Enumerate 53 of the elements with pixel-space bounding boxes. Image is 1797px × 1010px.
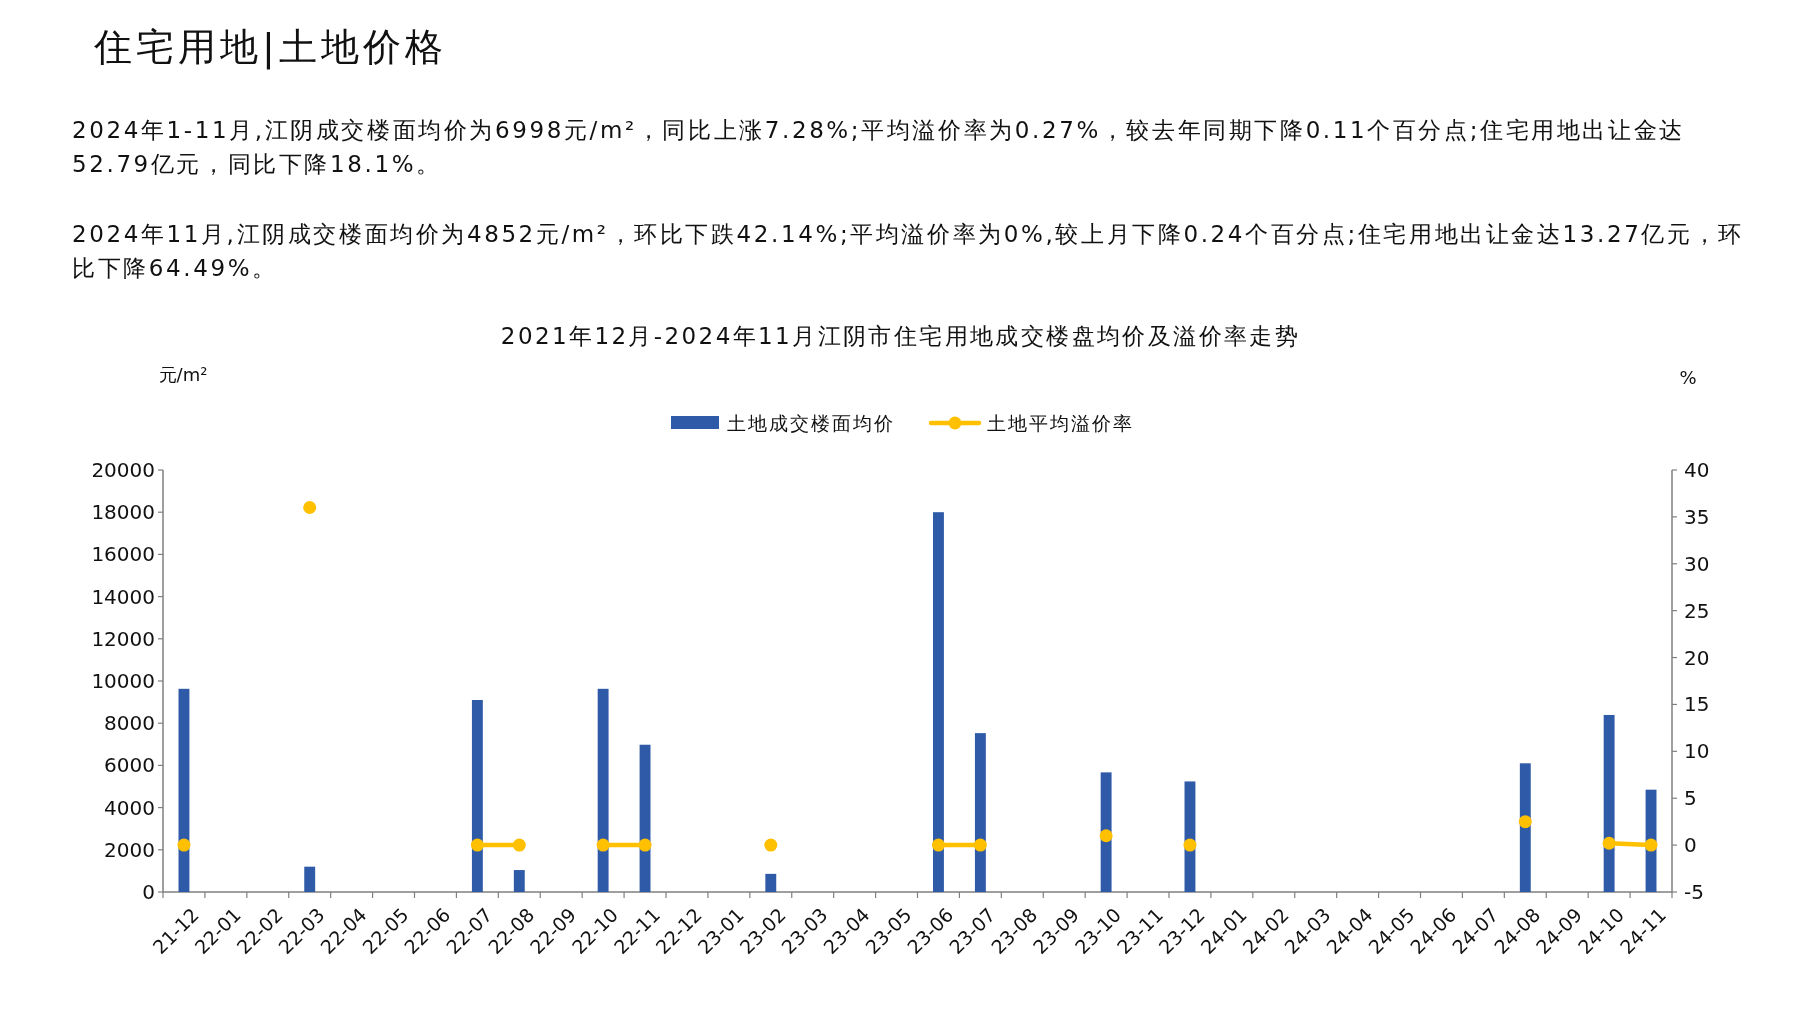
legend-label: 土地平均溢价率 — [987, 412, 1134, 434]
point — [596, 838, 610, 852]
bar — [1519, 763, 1531, 892]
text: 2024年11月,江阴成交楼面均价为4852元/m²，环比下跌42.14%;平均溢价率为0%,较上月下降0.24个百分点;住宅用地出让金达13.27亿元，环比下降64.49%。 — [72, 220, 1745, 283]
point — [931, 838, 945, 852]
text: 2024年1-11月,江阴成交楼面均价为6998元/m²，同比上涨7.28%;平均溢价率为0.27%，较去年同期下降0.11个百分点;住宅用地出让金达52.79亿元，同比下降18.1%。 — [72, 116, 1686, 179]
y-tick-label: 16000 — [91, 542, 155, 567]
y2-tick-label: 35 — [1684, 504, 1710, 529]
bar — [597, 688, 609, 892]
point — [1518, 815, 1532, 829]
point — [764, 838, 778, 852]
y-tick-label: 10000 — [91, 669, 155, 693]
bar — [513, 870, 525, 892]
y2-tick-label: 20 — [1684, 645, 1710, 670]
bar — [974, 733, 986, 892]
y2-tick-label: -5 — [1684, 880, 1704, 904]
y-tick-label: 0 — [142, 880, 155, 904]
y2-tick-label: 5 — [1684, 786, 1697, 811]
point — [638, 838, 652, 852]
point — [1183, 838, 1197, 852]
y-axis-title: 元/m² — [158, 364, 208, 385]
point — [512, 838, 526, 852]
y-tick-label: 6000 — [104, 753, 155, 778]
y-tick-label: 14000 — [91, 584, 155, 609]
y2-tick-label: 15 — [1684, 692, 1710, 717]
point — [470, 838, 484, 852]
y2-tick-label: 25 — [1684, 598, 1710, 623]
bar — [765, 873, 777, 892]
bar — [1603, 714, 1615, 892]
point — [303, 501, 317, 515]
text: 住宅用地|土地价格 — [94, 24, 447, 72]
bar — [933, 512, 944, 892]
y-tick-label: 12000 — [91, 626, 155, 651]
point — [1644, 838, 1658, 852]
point — [973, 838, 987, 852]
y-tick-label: 4000 — [104, 795, 155, 820]
y-tick-label: 2000 — [104, 837, 155, 862]
y2-axis-title: % — [1679, 367, 1697, 388]
y2-tick-label: 40 — [1684, 458, 1710, 482]
bar — [304, 866, 316, 892]
bar — [1100, 772, 1112, 892]
y2-tick-label: 0 — [1684, 833, 1697, 858]
chart-title: 2021年12月-2024年11月江阴市住宅用地成交楼盘均价及溢价率走势 — [500, 323, 1301, 349]
point — [1099, 829, 1113, 843]
y-tick-label: 18000 — [91, 500, 155, 525]
point — [177, 838, 191, 852]
bar — [471, 699, 483, 892]
y-tick-label: 8000 — [104, 711, 155, 736]
legend-label: 土地成交楼面均价 — [727, 412, 895, 434]
y-tick-label: 20000 — [91, 458, 155, 482]
y2-tick-label: 10 — [1684, 739, 1710, 764]
point — [1602, 836, 1616, 850]
y2-tick-label: 30 — [1684, 551, 1710, 576]
